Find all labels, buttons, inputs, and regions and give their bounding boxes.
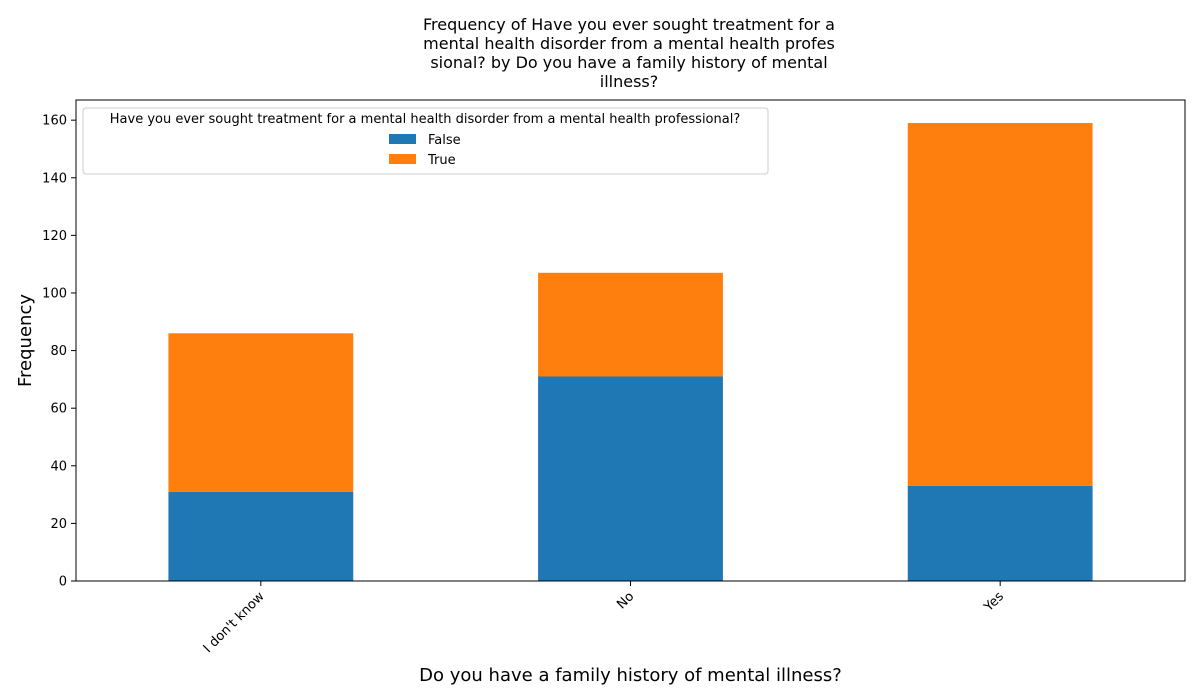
legend-entry-false: False xyxy=(428,133,461,148)
legend-entry-true: True xyxy=(427,153,456,168)
y-axis: 0 20 40 60 80 100 120 140 160 xyxy=(42,114,76,590)
y-tick-label: 60 xyxy=(50,402,67,417)
legend: Have you ever sought treatment for a men… xyxy=(82,107,769,175)
bar-false-0 xyxy=(168,491,354,581)
y-axis-label: Frequency xyxy=(15,294,36,387)
x-tick-label: I don't know xyxy=(201,589,268,656)
y-tick-label: 120 xyxy=(42,229,67,244)
plot-frame xyxy=(75,99,1186,582)
bar-true-0 xyxy=(168,333,354,492)
chart-title-line: Frequency of Have you ever sought treatm… xyxy=(423,15,835,34)
y-tick-label: 0 xyxy=(59,575,67,590)
x-tick-label: Yes xyxy=(981,589,1007,615)
chart-title-line: mental health disorder from a mental hea… xyxy=(423,34,835,53)
y-tick-label: 80 xyxy=(50,344,67,359)
bar-true-1 xyxy=(538,272,723,377)
y-tick-label: 100 xyxy=(42,286,67,301)
chart-title: Frequency of Have you ever sought treatm… xyxy=(423,15,835,91)
y-tick-label: 140 xyxy=(42,171,67,186)
y-tick-label: 160 xyxy=(42,114,67,129)
x-tick-label: No xyxy=(614,589,637,612)
legend-box xyxy=(82,107,769,175)
chart-title-line: sional? by Do you have a family history … xyxy=(430,53,827,72)
bars xyxy=(168,123,1093,581)
y-tick-label: 20 xyxy=(50,517,67,532)
legend-swatch-true xyxy=(389,154,416,164)
chart-title-line: illness? xyxy=(600,72,658,91)
x-axis: I don't know No Yes xyxy=(201,581,1007,656)
legend-swatch-false xyxy=(389,134,416,144)
y-tick-label: 40 xyxy=(50,459,67,474)
x-axis-label: Do you have a family history of mental i… xyxy=(419,665,842,686)
legend-title: Have you ever sought treatment for a men… xyxy=(110,112,740,127)
bar-true-2 xyxy=(907,123,1093,486)
bar-false-1 xyxy=(538,376,723,581)
bar-false-2 xyxy=(907,485,1093,581)
